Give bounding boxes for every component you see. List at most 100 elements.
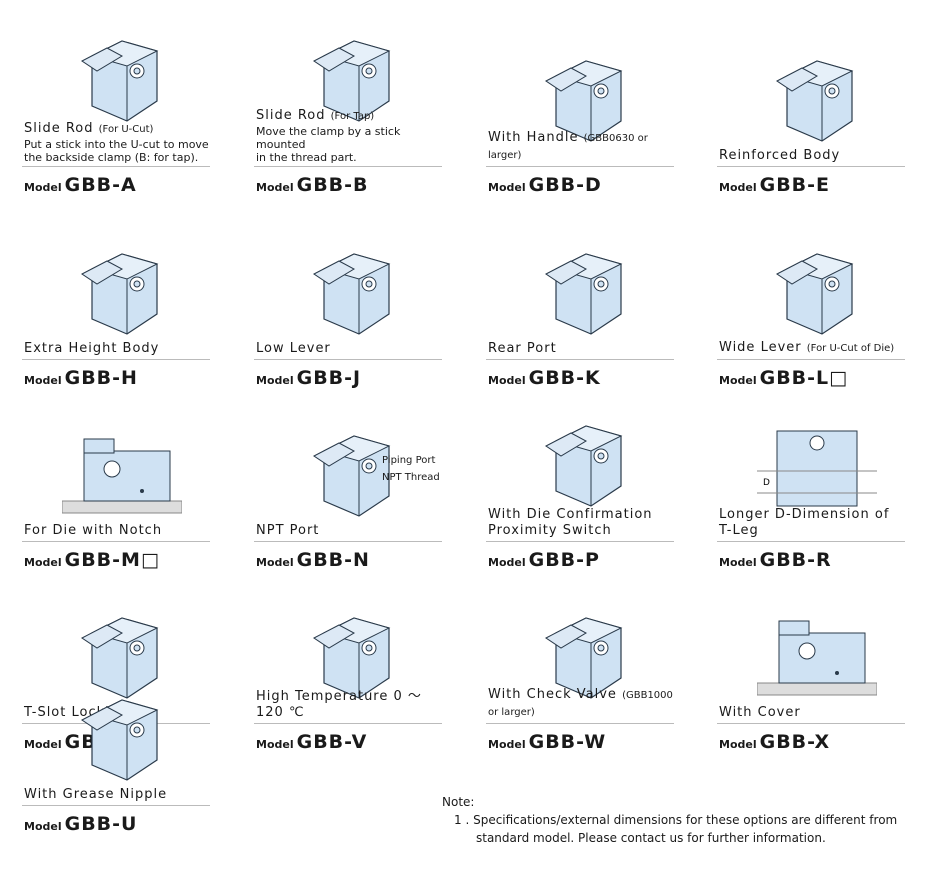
option-label-note: (For U-Cut) <box>98 124 154 135</box>
slide-rod-ucut-clamp-image <box>62 26 182 126</box>
option-card: With Grease Nipple Model GBB-U <box>22 675 210 875</box>
model-number: Model GBB-E <box>719 174 830 196</box>
option-label-block: Extra Height Body <box>24 341 210 357</box>
divider <box>717 166 905 167</box>
model-code: GBB-P <box>528 549 600 571</box>
option-card: Slide Rod (For Tap) Move the clamp by a s… <box>254 36 442 236</box>
option-label: NPT Port <box>256 523 320 538</box>
option-card: Rear Port Model GBB-K <box>486 229 674 429</box>
model-prefix: Model <box>488 738 526 751</box>
model-number: Model GBB-D <box>488 174 602 196</box>
option-label-note: (For Tap) <box>330 111 375 122</box>
model-prefix: Model <box>488 181 526 194</box>
option-label-block: For Die with Notch <box>24 523 210 539</box>
model-prefix: Model <box>24 181 62 194</box>
model-code: GBB-R <box>759 549 832 571</box>
cover-clamp-image <box>756 603 878 703</box>
model-number: Model GBB-L□ <box>719 367 848 389</box>
note-title: Note: <box>442 795 475 809</box>
notch-die-clamp-image <box>61 421 183 521</box>
option-label-note: (GBB1000 or larger) <box>488 690 673 718</box>
model-code: GBB-M□ <box>64 549 160 571</box>
model-code: GBB-D <box>528 174 602 196</box>
model-code: GBB-N <box>296 549 370 571</box>
divider <box>22 805 210 806</box>
model-code: GBB-L□ <box>759 367 849 389</box>
option-label: Reinforced Body <box>719 148 841 163</box>
model-code: GBB-H <box>64 367 138 389</box>
option-label: Slide Rod <box>256 108 326 123</box>
callout-label: NPT Thread <box>382 472 440 483</box>
model-prefix: Model <box>488 374 526 387</box>
option-label: With Die Confirmation <box>488 507 653 522</box>
option-card: D Longer D-Dimension of T-Leg Model GBB-R <box>717 411 905 611</box>
note-item: standard model. Please contact us for fu… <box>476 831 826 845</box>
option-label-block: Slide Rod (For U-Cut) Put a stick into th… <box>24 121 210 164</box>
option-label-block: Wide Lever (For U-Cut of Die) <box>719 340 905 357</box>
divider <box>486 723 674 724</box>
model-code: GBB-B <box>296 174 369 196</box>
model-prefix: Model <box>256 556 294 569</box>
model-code: GBB-V <box>296 731 368 753</box>
model-prefix: Model <box>24 820 62 833</box>
option-description: Move the clamp by a stick mounted <box>256 125 401 151</box>
option-card: For Die with Notch Model GBB-M□ <box>22 411 210 611</box>
option-label-block: NPT Port <box>256 523 442 539</box>
option-label: High Temperature 0 ～ 120 ℃ <box>256 689 422 720</box>
high-temp-clamp-image <box>294 603 414 703</box>
model-number: Model GBB-A <box>24 174 137 196</box>
divider <box>486 166 674 167</box>
option-card: With Check Valve (GBB1000 or larger) Mod… <box>486 593 674 793</box>
option-label: Longer D-Dimension of T-Leg <box>719 507 890 538</box>
model-code: GBB-J <box>296 367 362 389</box>
option-label: Wide Lever <box>719 340 802 355</box>
note: Note: 1 . Specifications/external dimens… <box>442 793 897 847</box>
model-prefix: Model <box>719 374 757 387</box>
model-prefix: Model <box>719 556 757 569</box>
model-number: Model GBB-R <box>719 549 832 571</box>
divider <box>254 359 442 360</box>
model-number: Model GBB-V <box>256 731 367 753</box>
option-label-note: (GBB0630 or larger) <box>488 133 648 161</box>
model-code: GBB-A <box>64 174 137 196</box>
divider <box>254 541 442 542</box>
model-prefix: Model <box>24 374 62 387</box>
model-number: Model GBB-B <box>256 174 369 196</box>
divider <box>717 541 905 542</box>
option-description: in the thread part. <box>256 151 357 164</box>
divider <box>717 723 905 724</box>
model-prefix: Model <box>256 374 294 387</box>
divider <box>254 166 442 167</box>
divider <box>22 359 210 360</box>
option-label-block: With Handle (GBB0630 or larger) <box>488 130 674 164</box>
option-label-block: With Cover <box>719 705 905 721</box>
option-label-block: With Die Confirmation Proximity Switch <box>488 507 674 539</box>
rear-port-clamp-image <box>526 239 646 339</box>
option-card: With Handle (GBB0630 or larger) Model GBB… <box>486 36 674 236</box>
npt-port-clamp-image <box>294 421 414 521</box>
grease-nipple-clamp-image <box>62 685 182 785</box>
model-prefix: Model <box>24 738 62 751</box>
extra-height-clamp-image <box>62 239 182 339</box>
model-number: Model GBB-P <box>488 549 600 571</box>
model-number: Model GBB-W <box>488 731 606 753</box>
divider <box>486 359 674 360</box>
model-number: Model GBB-M□ <box>24 549 160 571</box>
option-label-block: High Temperature 0 ～ 120 ℃ <box>256 689 442 721</box>
option-label: With Handle <box>488 130 579 145</box>
model-prefix: Model <box>24 556 62 569</box>
option-card: Piping Port NPT Thread NPT Port Model GBB-… <box>254 411 442 611</box>
reinforced-clamp-image <box>757 46 877 146</box>
model-number: Model GBB-U <box>24 813 137 835</box>
divider <box>254 723 442 724</box>
callout-label: Piping Port <box>382 455 436 466</box>
option-label-block: With Check Valve (GBB1000 or larger) <box>488 687 674 721</box>
slide-rod-tap-clamp-image <box>294 26 414 126</box>
model-number: Model GBB-X <box>719 731 830 753</box>
option-label: Rear Port <box>488 341 557 356</box>
option-label-note: (For U-Cut of Die) <box>806 343 895 354</box>
model-code: GBB-X <box>759 731 831 753</box>
option-card: Reinforced Body Model GBB-E <box>717 36 905 236</box>
